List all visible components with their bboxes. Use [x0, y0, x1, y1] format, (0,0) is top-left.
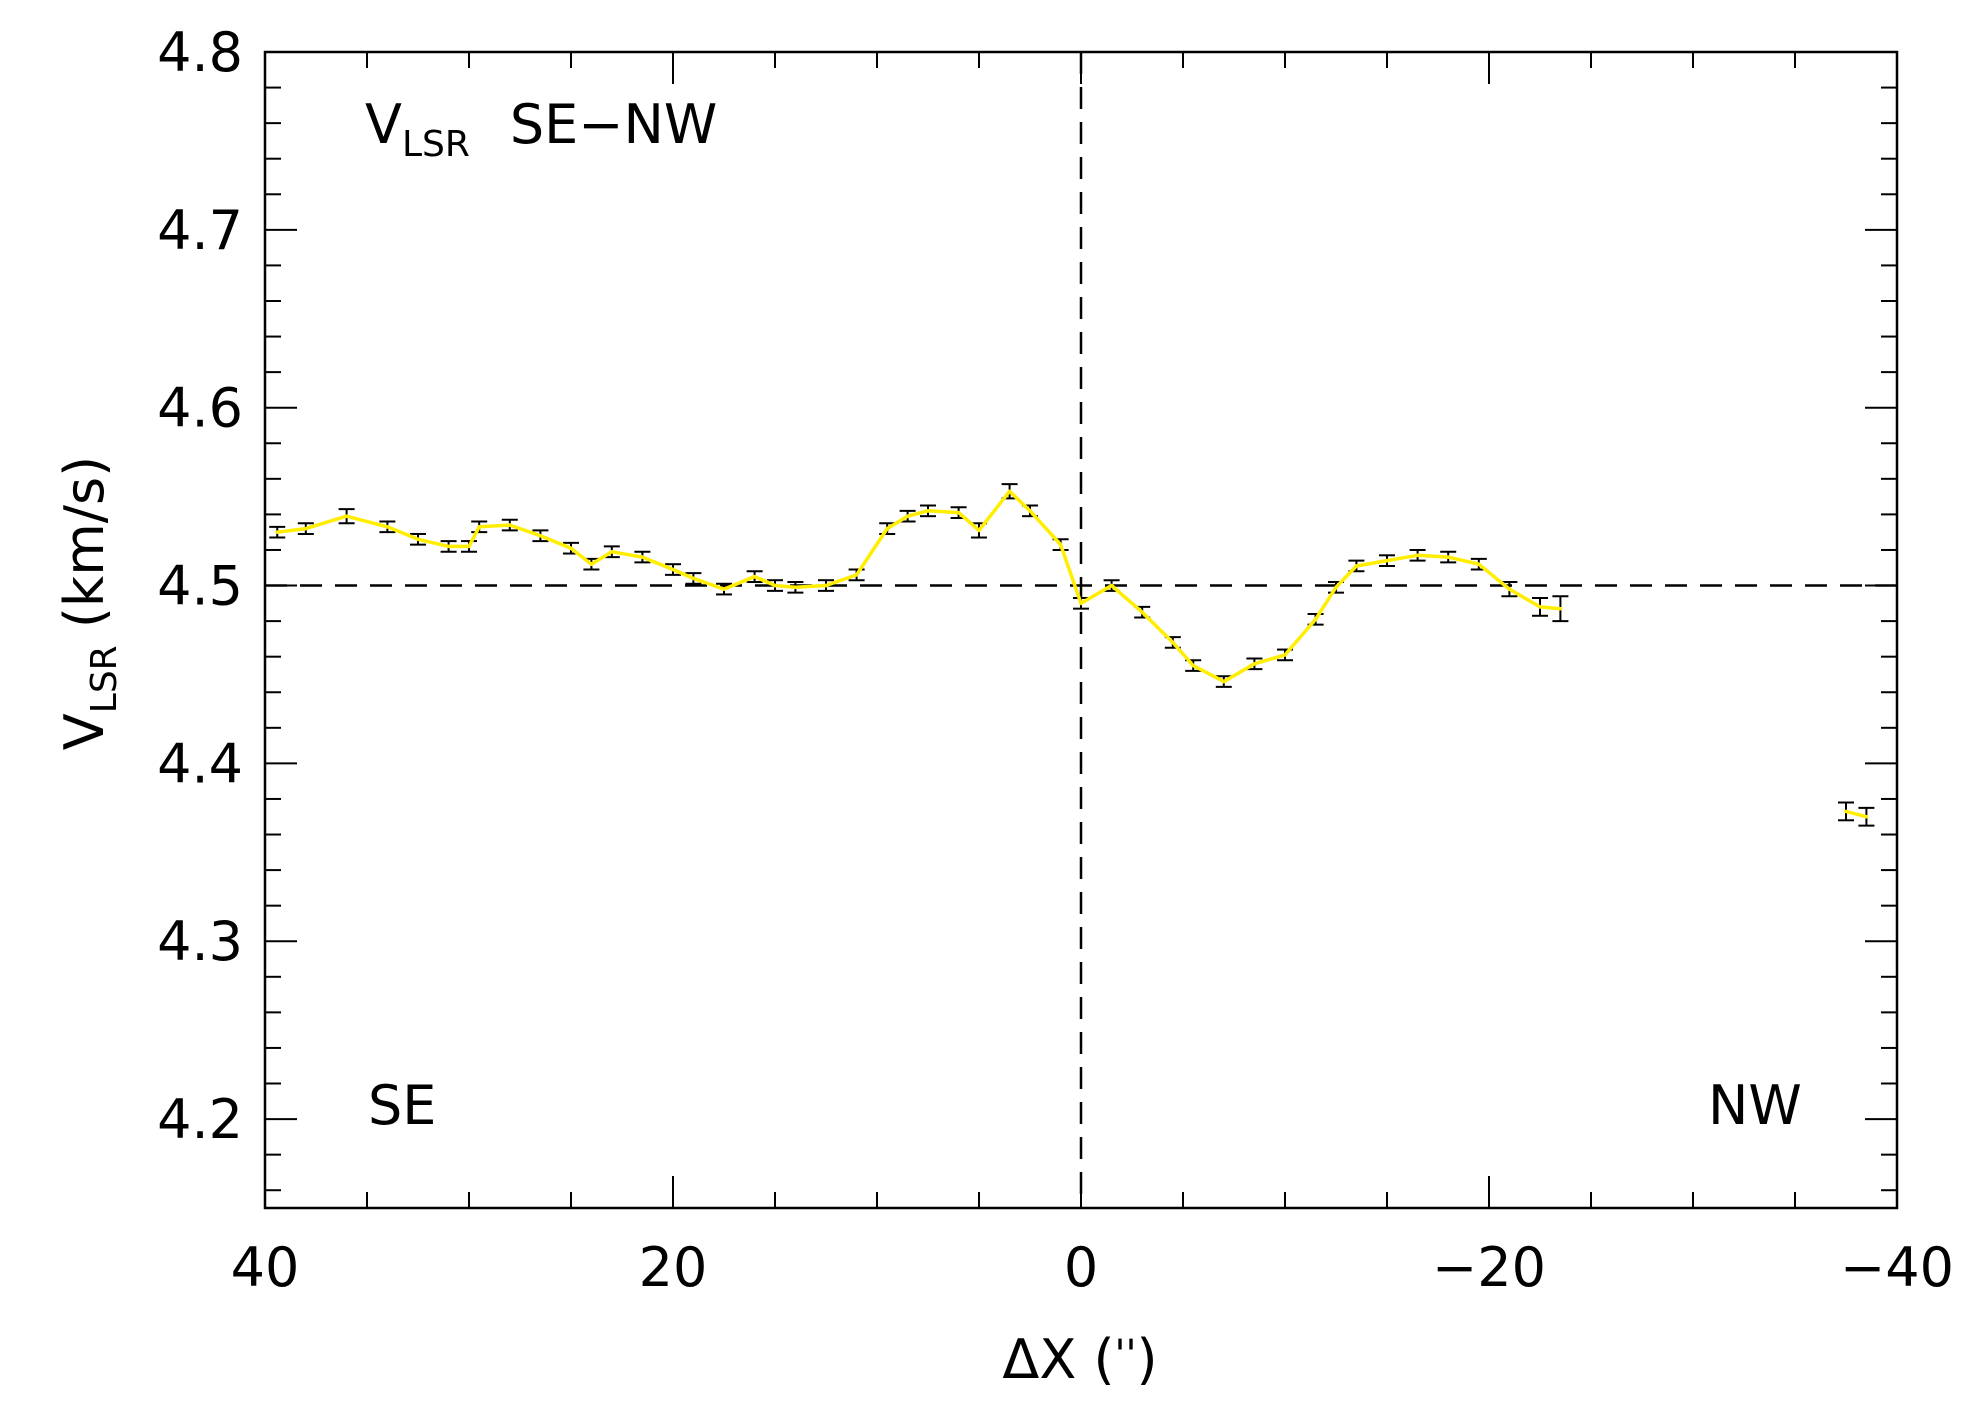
data-point	[446, 544, 451, 549]
data-point	[1354, 564, 1359, 568]
x-axis-label-close: )	[1137, 1328, 1158, 1391]
y-tick-label: 4.8	[157, 21, 243, 84]
y-tick-label: 4.7	[157, 199, 243, 262]
data-point	[640, 555, 645, 559]
data-point	[1109, 583, 1114, 588]
y-tick-label: 4.4	[157, 732, 243, 795]
data-point	[1415, 553, 1420, 558]
data-point	[956, 510, 961, 515]
data-point	[385, 525, 390, 529]
x-tick-label: −20	[1432, 1236, 1546, 1299]
x-axis-label-main: ΔX (	[1002, 1328, 1114, 1391]
data-point	[589, 562, 594, 566]
data-point	[416, 537, 420, 542]
data-point	[885, 526, 889, 531]
annotation-nw: NW	[1708, 1074, 1802, 1137]
chart-title-rest: SE−NW	[510, 93, 717, 156]
y-axis-label-subscript: LSR	[84, 645, 125, 713]
data-point	[1058, 542, 1063, 547]
data-point	[344, 514, 349, 518]
x-tick-label: 40	[231, 1236, 300, 1299]
data-point	[1446, 555, 1450, 559]
data-point	[722, 587, 726, 591]
data-point	[1028, 509, 1032, 513]
data-point	[275, 530, 280, 534]
y-tick-label: 4.6	[157, 377, 243, 440]
data-point	[1558, 606, 1563, 611]
x-tick-label: 0	[1064, 1236, 1098, 1299]
data-series	[269, 483, 1875, 827]
data-point	[1313, 617, 1318, 622]
data-point	[538, 533, 543, 538]
data-point	[793, 585, 798, 590]
data-point	[1864, 814, 1869, 819]
data-point	[691, 576, 696, 581]
data-point	[1007, 489, 1012, 494]
data-point	[1334, 585, 1338, 590]
data-point	[508, 523, 512, 527]
axis-labels: 4.2 4.3 4.4 4.5 4.6 4.7 4.8 40 20 0 −20 −40	[157, 21, 1954, 1299]
data-point	[610, 549, 614, 554]
data-point	[1507, 587, 1512, 591]
data-point	[1140, 610, 1144, 615]
data-point	[1171, 640, 1175, 645]
data-point	[752, 574, 757, 579]
data-point	[1079, 601, 1083, 606]
x-tick-label: 20	[639, 1236, 708, 1299]
data-point	[477, 525, 482, 529]
data-point	[569, 546, 573, 550]
data-point	[1477, 562, 1481, 566]
data-point	[977, 528, 981, 533]
data-point	[1385, 558, 1389, 563]
chart-title-main: V	[365, 93, 402, 156]
chart-title: VLSR SE−NW	[365, 93, 717, 165]
y-tick-label: 4.3	[157, 910, 243, 973]
data-point	[1538, 605, 1542, 609]
data-point	[1283, 653, 1287, 657]
axis-ticks	[264, 51, 1898, 1208]
x-axis-label: ΔX ('')	[1002, 1328, 1157, 1391]
data-point	[926, 509, 930, 513]
y-axis-label-rest: (km/s)	[53, 456, 116, 646]
y-tick-label: 4.2	[157, 1088, 243, 1151]
data-point	[467, 544, 471, 549]
y-tick-label: 4.5	[157, 555, 243, 618]
data-point	[671, 567, 675, 572]
reference-lines	[265, 52, 1897, 1208]
x-axis-label-quote: ''	[1115, 1332, 1137, 1378]
series-line-2	[1845, 809, 1867, 819]
annotation-se: SE	[368, 1074, 436, 1137]
x-tick-label: −40	[1840, 1236, 1954, 1299]
data-point	[773, 583, 777, 588]
data-point	[1252, 661, 1257, 666]
data-point	[1222, 679, 1226, 684]
data-point	[304, 526, 308, 531]
y-axis-label: VLSR (km/s)	[53, 456, 125, 750]
data-point	[824, 583, 828, 588]
data-point	[1844, 809, 1848, 814]
data-point	[854, 573, 859, 577]
y-axis-label-main: V	[53, 713, 116, 750]
series-line-1	[276, 489, 1561, 684]
chart-title-subscript: LSR	[402, 124, 470, 165]
data-point	[1191, 663, 1195, 668]
data-point	[905, 514, 910, 518]
